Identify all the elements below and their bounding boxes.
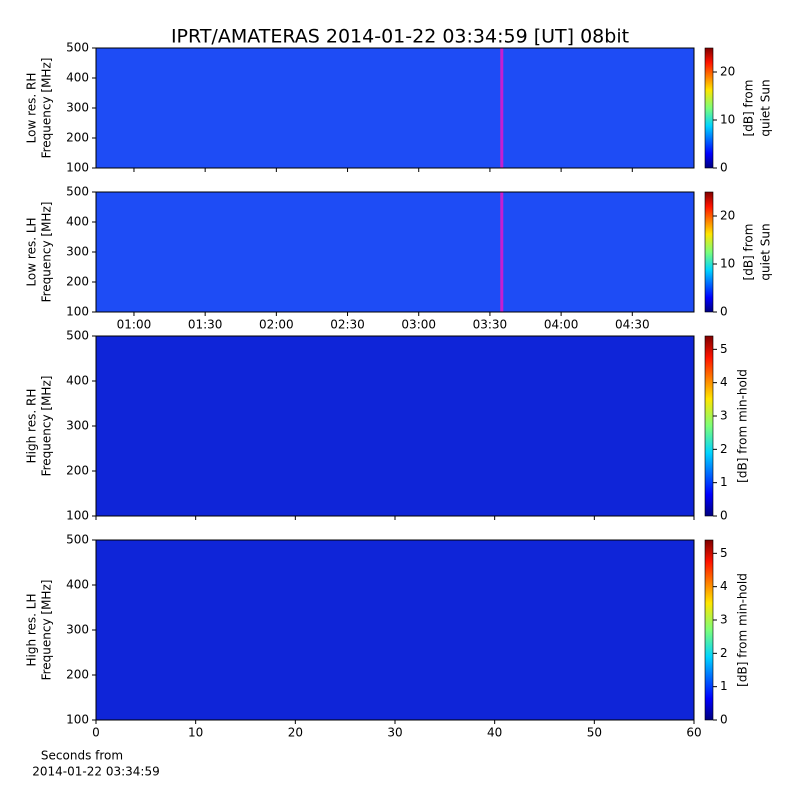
y-tick-label: 100 xyxy=(66,305,89,319)
colorbar-tick-label: 1 xyxy=(720,679,728,693)
x-tick-label: 03:00 xyxy=(401,318,436,332)
colorbar-tick-label: 2 xyxy=(720,442,728,456)
colorbar xyxy=(704,539,714,721)
colorbar xyxy=(704,191,714,313)
colorbar-tick-label: 2 xyxy=(720,646,728,660)
x-tick-label: 01:30 xyxy=(188,318,223,332)
colorbar-label: [dB] from min-hold xyxy=(736,573,750,687)
colorbar xyxy=(704,335,714,517)
y-axis-label: Frequency [MHz] xyxy=(40,580,54,681)
x-axis-label: 2014-01-22 03:34:59 xyxy=(32,765,159,779)
colorbar-tick-label: 0 xyxy=(720,713,728,727)
y-tick-label: 200 xyxy=(66,668,89,682)
x-tick-label: 01:00 xyxy=(117,318,152,332)
colorbar-tick-label: 4 xyxy=(720,579,728,593)
colorbar-tick-label: 5 xyxy=(720,342,728,356)
x-tick-label: 03:30 xyxy=(473,318,508,332)
y-tick-label: 300 xyxy=(66,623,89,637)
x-tick-label: 20 xyxy=(288,726,303,740)
y-axis-label: Frequency [MHz] xyxy=(40,376,54,477)
x-tick-label: 60 xyxy=(686,726,701,740)
x-tick-label: 02:30 xyxy=(330,318,365,332)
y-tick-label: 400 xyxy=(66,215,89,229)
y-axis-label: Frequency [MHz] xyxy=(40,58,54,159)
spectrogram xyxy=(96,192,694,312)
x-tick-label: 40 xyxy=(487,726,502,740)
colorbar-tick-label: 5 xyxy=(720,546,728,560)
colorbar-label: [dB] from min-hold xyxy=(736,369,750,483)
colorbar-tick-label: 10 xyxy=(720,257,735,271)
y-tick-label: 200 xyxy=(66,275,89,289)
colorbar-label: quiet Sun xyxy=(759,79,773,136)
y-tick-label: 500 xyxy=(66,185,89,199)
y-tick-label: 100 xyxy=(66,161,89,175)
y-axis-label: Frequency [MHz] xyxy=(40,202,54,303)
colorbar-tick-label: 20 xyxy=(720,209,735,223)
y-tick-label: 400 xyxy=(66,374,89,388)
y-tick-label: 500 xyxy=(66,41,89,55)
x-tick-label: 30 xyxy=(387,726,402,740)
y-tick-label: 300 xyxy=(66,101,89,115)
colorbar-label: [dB] from xyxy=(742,80,756,137)
y-axis-label: Low res. LH xyxy=(25,217,39,286)
colorbar-tick-label: 1 xyxy=(720,475,728,489)
colorbar-label: [dB] from xyxy=(742,224,756,281)
colorbar xyxy=(704,47,714,169)
colorbar-tick-label: 0 xyxy=(720,509,728,523)
y-axis-label: High res. RH xyxy=(25,389,39,464)
y-tick-label: 500 xyxy=(66,533,89,547)
x-tick-label: 10 xyxy=(188,726,203,740)
y-tick-label: 200 xyxy=(66,464,89,478)
x-tick-label: 04:30 xyxy=(615,318,650,332)
colorbar-tick-label: 20 xyxy=(720,65,735,79)
y-tick-label: 500 xyxy=(66,329,89,343)
y-tick-label: 400 xyxy=(66,578,89,592)
spectrogram xyxy=(96,48,694,168)
spectrogram xyxy=(96,336,694,516)
colorbar-tick-label: 0 xyxy=(720,161,728,175)
y-axis-label: Low res. RH xyxy=(25,73,39,144)
x-tick-label: 50 xyxy=(587,726,602,740)
spectrogram xyxy=(96,540,694,720)
x-tick-label: 04:00 xyxy=(544,318,579,332)
colorbar-tick-label: 0 xyxy=(720,305,728,319)
x-tick-label: 0 xyxy=(92,726,100,740)
x-tick-label: 02:00 xyxy=(259,318,294,332)
y-tick-label: 300 xyxy=(66,419,89,433)
y-tick-label: 300 xyxy=(66,245,89,259)
colorbar-tick-label: 10 xyxy=(720,113,735,127)
y-tick-label: 200 xyxy=(66,131,89,145)
figure-title: IPRT/AMATERAS 2014-01-22 03:34:59 [UT] 0… xyxy=(171,26,629,48)
x-axis-label: Seconds from xyxy=(41,749,123,763)
colorbar-tick-label: 3 xyxy=(720,409,728,423)
colorbar-label: quiet Sun xyxy=(759,223,773,280)
y-tick-label: 400 xyxy=(66,71,89,85)
y-tick-label: 100 xyxy=(66,509,89,523)
colorbar-tick-label: 3 xyxy=(720,613,728,627)
y-tick-label: 100 xyxy=(66,713,89,727)
y-axis-label: High res. LH xyxy=(25,593,39,666)
colorbar-tick-label: 4 xyxy=(720,375,728,389)
